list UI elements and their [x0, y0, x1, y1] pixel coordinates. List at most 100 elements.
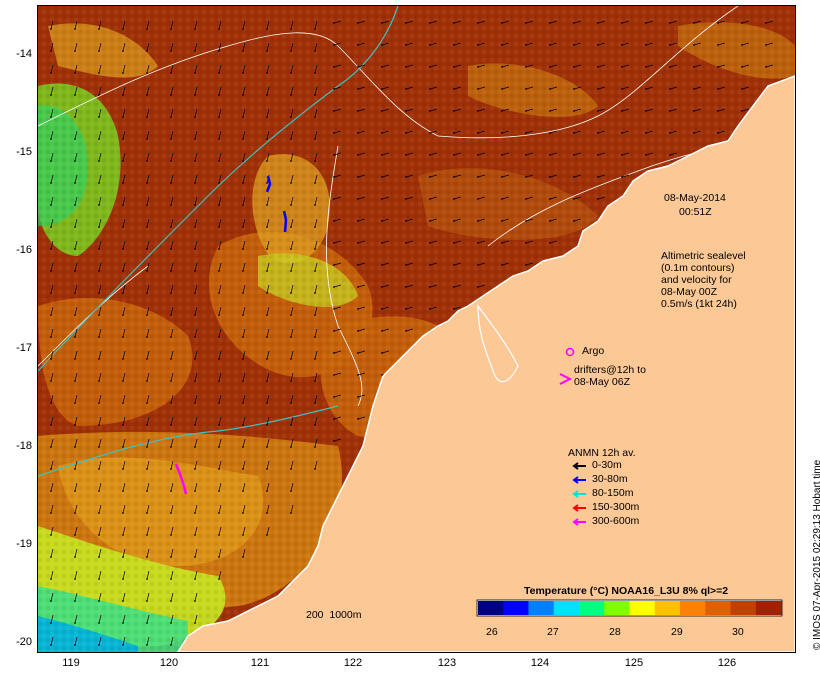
velocity-arrow [98, 636, 102, 646]
velocity-arrow [50, 504, 54, 514]
velocity-arrow-head [122, 204, 124, 206]
velocity-arrow [405, 328, 414, 332]
velocity-arrow [357, 42, 366, 46]
velocity-arrow [645, 86, 654, 90]
velocity-arrow [266, 394, 270, 404]
velocity-arrow [146, 86, 150, 96]
velocity-arrow-head [170, 402, 172, 404]
velocity-arrow [122, 86, 126, 96]
velocity-arrow [122, 350, 126, 360]
velocity-arrow-head [218, 446, 220, 448]
velocity-arrow [194, 460, 198, 470]
velocity-arrow-head [621, 44, 623, 46]
velocity-arrow [381, 350, 390, 354]
sst-map[interactable] [37, 5, 796, 653]
velocity-arrow-head [549, 154, 551, 156]
velocity-arrow-head [74, 358, 76, 360]
velocity-arrow [453, 196, 462, 200]
velocity-arrow-head [501, 242, 503, 244]
velocity-arrow [266, 20, 270, 30]
velocity-arrow [50, 636, 54, 646]
velocity-arrow-head [549, 198, 551, 200]
velocity-arrow [242, 240, 246, 250]
velocity-arrow [146, 350, 150, 360]
velocity-arrow [170, 86, 174, 96]
velocity-arrow [453, 42, 462, 46]
velocity-arrow-head [333, 242, 335, 244]
velocity-arrow-head [122, 358, 124, 360]
velocity-arrow [50, 394, 54, 404]
velocity-arrow [74, 64, 78, 74]
velocity-arrow-head [122, 314, 124, 316]
velocity-arrow-head [98, 292, 100, 294]
velocity-arrow [357, 306, 366, 310]
velocity-arrow [98, 284, 102, 294]
velocity-arrow [146, 416, 150, 426]
velocity-arrow-head [74, 94, 76, 96]
velocity-arrow-head [146, 380, 148, 382]
velocity-arrow-head [74, 248, 76, 250]
velocity-arrow-head [645, 88, 647, 90]
velocity-arrow-head [501, 154, 503, 156]
velocity-arrow-head [645, 44, 647, 46]
velocity-arrow [74, 482, 78, 492]
velocity-arrow [357, 240, 366, 244]
velocity-arrow-head [381, 154, 383, 156]
velocity-arrow [146, 504, 150, 514]
velocity-arrow-head [501, 44, 503, 46]
velocity-arrow [50, 570, 54, 580]
velocity-arrow-head [194, 94, 196, 96]
velocity-arrow [290, 240, 294, 250]
velocity-arrow-head [122, 446, 124, 448]
velocity-arrow [549, 130, 558, 134]
velocity-arrow-head [314, 204, 316, 206]
velocity-arrow [645, 42, 654, 46]
velocity-arrow-head [597, 176, 599, 178]
velocity-arrow-head [501, 22, 503, 24]
velocity-arrow [146, 174, 150, 184]
y-tick-label: -16 [16, 244, 32, 256]
velocity-arrow [290, 196, 294, 206]
velocity-arrow [98, 174, 102, 184]
velocity-arrow [194, 86, 198, 96]
velocity-arrow [621, 108, 630, 112]
velocity-arrow-head [453, 88, 455, 90]
velocity-arrow [170, 152, 174, 162]
velocity-arrow-head [194, 380, 196, 382]
velocity-arrow-head [477, 154, 479, 156]
velocity-arrow [242, 64, 246, 74]
velocity-arrow [357, 328, 366, 332]
velocity-arrow [98, 218, 102, 228]
velocity-arrow-head [146, 490, 148, 492]
isobath-1000m [38, 405, 339, 477]
velocity-arrow-head [266, 292, 268, 294]
colorbar-swatch [604, 601, 630, 615]
velocity-arrow [122, 372, 126, 382]
velocity-arrow [50, 416, 54, 426]
velocity-arrow-head [290, 28, 292, 30]
x-tick-label: 122 [343, 657, 363, 669]
velocity-arrow-head [266, 72, 268, 74]
velocity-arrow-head [50, 380, 52, 382]
velocity-arrow-head [242, 468, 244, 470]
velocity-arrow [122, 438, 126, 448]
velocity-arrow-head [381, 176, 383, 178]
velocity-arrow-head [98, 358, 100, 360]
velocity-arrow [381, 328, 390, 332]
velocity-arrow [170, 416, 174, 426]
velocity-arrow [98, 548, 102, 558]
velocity-arrow [597, 152, 606, 156]
velocity-arrow [549, 218, 558, 222]
velocity-arrow-head [50, 490, 52, 492]
velocity-arrow-head [170, 292, 172, 294]
velocity-arrow [290, 460, 294, 470]
velocity-arrow [98, 240, 102, 250]
velocity-arrow-head [194, 138, 196, 140]
velocity-arrow [314, 20, 318, 30]
velocity-arrow-head [122, 28, 124, 30]
velocity-arrow-head [621, 176, 623, 178]
velocity-arrow-head [170, 204, 172, 206]
velocity-arrow [621, 152, 630, 156]
velocity-arrow [741, 42, 750, 46]
velocity-arrow [218, 504, 222, 514]
